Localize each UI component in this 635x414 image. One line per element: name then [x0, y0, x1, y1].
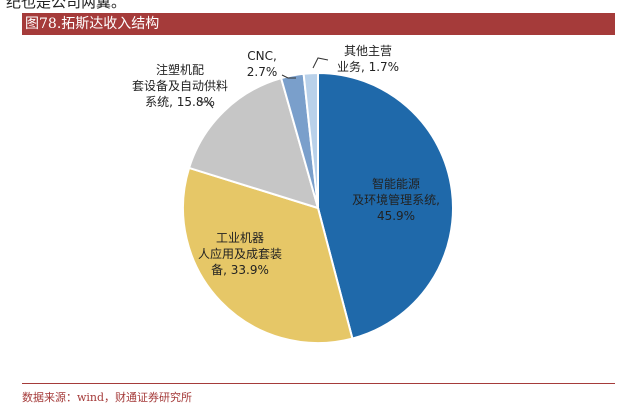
slice-label: 注塑机配套设备及自动供料系统, 15.8% [132, 62, 228, 109]
pie-slice [317, 71, 454, 340]
header-fragment: 纪也是公司两翼。 [6, 0, 127, 11]
leader-line [200, 101, 214, 109]
slice-label: 工业机器人应用及成套装备, 33.9% [198, 231, 282, 277]
slice-label: 智能能源及环境管理系统, 45.9% [352, 176, 440, 223]
leader-line [312, 57, 329, 69]
pie-slice [182, 166, 354, 344]
leader-line [281, 74, 296, 79]
pie-slice [187, 76, 320, 210]
pie-slice [302, 71, 319, 209]
footer-divider [22, 383, 615, 384]
slice-label: 其他主营业务, 1.7% [337, 44, 399, 74]
figure-title: 图78.拓斯达收入结构 [22, 13, 615, 35]
slice-label: CNC, 2.7% [247, 49, 278, 79]
source-note: 数据来源：wind，财通证券研究所 [22, 391, 193, 404]
